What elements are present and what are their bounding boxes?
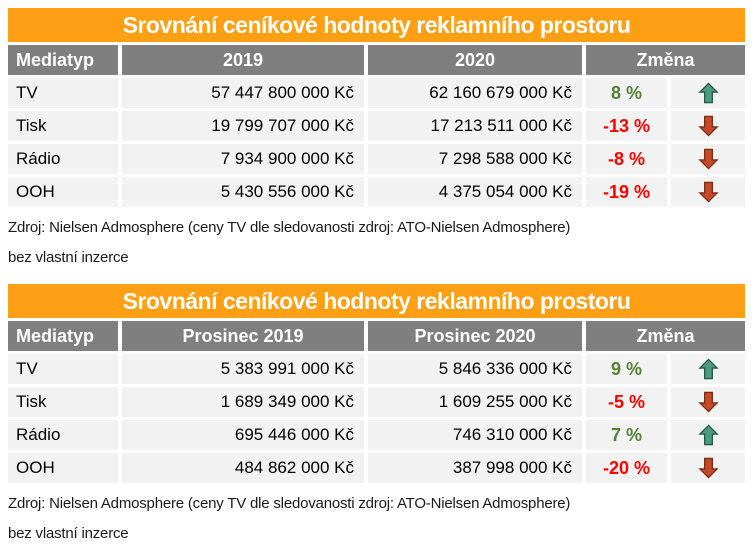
december-comparison-table: Srovnání ceníkové hodnoty reklamního pro…: [8, 284, 745, 542]
down-arrow-icon: [697, 181, 719, 203]
table-title: Srovnání ceníkové hodnoty reklamního pro…: [8, 284, 745, 318]
column-header-prosinec-2020: Prosinec 2020: [368, 321, 582, 351]
trend-arrow-cell: [671, 453, 745, 483]
annual-comparison-table: Srovnání ceníkové hodnoty reklamního pro…: [8, 8, 745, 266]
source-note: Zdroj: Nielsen Admosphere (ceny TV dle s…: [8, 495, 571, 512]
value-cell: 1 689 349 000 Kč: [122, 387, 364, 417]
down-arrow-icon: [697, 148, 719, 170]
value-cell: 7 298 588 000 Kč: [368, 144, 582, 174]
value-cell: 7 934 900 000 Kč: [122, 144, 364, 174]
up-arrow-icon: [697, 358, 719, 380]
change-percent-cell: -20 %: [586, 453, 667, 483]
value-cell: 695 446 000 Kč: [122, 420, 364, 450]
value-cell: 5 383 991 000 Kč: [122, 354, 364, 384]
column-header-change: Změna: [586, 321, 745, 351]
annual-table-grid: Mediatyp 2019 2020 Změna TV 57 447 800 0…: [8, 45, 745, 207]
up-arrow-icon: [697, 82, 719, 104]
value-cell: 5 430 556 000 Kč: [122, 177, 364, 207]
trend-arrow-cell: [671, 177, 745, 207]
table-title: Srovnání ceníkové hodnoty reklamního pro…: [8, 8, 745, 42]
media-cell: TV: [8, 354, 118, 384]
column-header-mediatype: Mediatyp: [8, 45, 118, 75]
change-percent-cell: -19 %: [586, 177, 667, 207]
value-cell: 17 213 511 000 Kč: [368, 111, 582, 141]
value-cell: 19 799 707 000 Kč: [122, 111, 364, 141]
media-cell: Rádio: [8, 420, 118, 450]
down-arrow-icon: [697, 115, 719, 137]
trend-arrow-cell: [671, 420, 745, 450]
trend-arrow-cell: [671, 111, 745, 141]
media-cell: OOH: [8, 177, 118, 207]
value-cell: 57 447 800 000 Kč: [122, 78, 364, 108]
down-arrow-icon: [697, 391, 719, 413]
exclusion-note: bez vlastní inzerce: [8, 525, 129, 542]
media-cell: Tisk: [8, 387, 118, 417]
down-arrow-icon: [697, 457, 719, 479]
media-cell: OOH: [8, 453, 118, 483]
value-cell: 62 160 679 000 Kč: [368, 78, 582, 108]
up-arrow-icon: [697, 424, 719, 446]
media-cell: TV: [8, 78, 118, 108]
change-percent-cell: 7 %: [586, 420, 667, 450]
column-header-mediatype: Mediatyp: [8, 321, 118, 351]
column-header-change: Změna: [586, 45, 745, 75]
trend-arrow-cell: [671, 78, 745, 108]
change-percent-cell: 9 %: [586, 354, 667, 384]
value-cell: 4 375 054 000 Kč: [368, 177, 582, 207]
column-header-prosinec-2019: Prosinec 2019: [122, 321, 364, 351]
change-percent-cell: -8 %: [586, 144, 667, 174]
trend-arrow-cell: [671, 387, 745, 417]
column-header-2019: 2019: [122, 45, 364, 75]
value-cell: 484 862 000 Kč: [122, 453, 364, 483]
change-percent-cell: -5 %: [586, 387, 667, 417]
value-cell: 387 998 000 Kč: [368, 453, 582, 483]
column-header-2020: 2020: [368, 45, 582, 75]
trend-arrow-cell: [671, 144, 745, 174]
value-cell: 746 310 000 Kč: [368, 420, 582, 450]
exclusion-note: bez vlastní inzerce: [8, 249, 129, 266]
trend-arrow-cell: [671, 354, 745, 384]
value-cell: 1 609 255 000 Kč: [368, 387, 582, 417]
media-cell: Tisk: [8, 111, 118, 141]
change-percent-cell: 8 %: [586, 78, 667, 108]
source-note: Zdroj: Nielsen Admosphere (ceny TV dle s…: [8, 219, 571, 236]
value-cell: 5 846 336 000 Kč: [368, 354, 582, 384]
december-table-grid: Mediatyp Prosinec 2019 Prosinec 2020 Změ…: [8, 321, 745, 483]
media-cell: Rádio: [8, 144, 118, 174]
change-percent-cell: -13 %: [586, 111, 667, 141]
